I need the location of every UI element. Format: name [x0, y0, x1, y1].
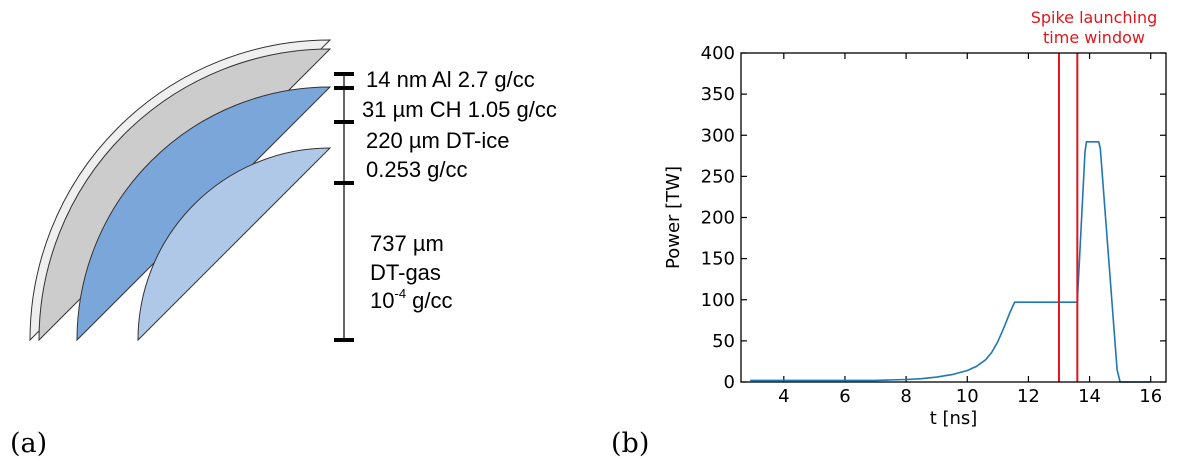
power-series-line — [750, 141, 1151, 383]
ch-layer-label: 31 µm CH 1.05 g/cc — [362, 97, 557, 122]
y-tick-label: 300 — [701, 125, 735, 146]
y-tick-label: 0 — [724, 372, 735, 393]
dt-gas-core — [137, 147, 332, 342]
x-tick-label: 10 — [956, 386, 979, 407]
x-tick-label: 12 — [1017, 386, 1040, 407]
y-tick-label: 350 — [701, 84, 735, 105]
y-tick-label: 100 — [701, 290, 735, 311]
panel-b-label: (b) — [611, 428, 649, 459]
al-layer-label: 14 nm Al 2.7 g/cc — [366, 67, 535, 92]
panel-b: Spike launching time window 4 6 8 10 12 14 16 0… — [611, 8, 1167, 459]
x-tick-label: 8 — [900, 386, 911, 407]
gas-density-base: 10 — [370, 288, 394, 313]
gas-density-unit: g/cc — [406, 288, 452, 313]
y-tick-label: 250 — [701, 166, 735, 187]
panel-a-label: (a) — [10, 428, 47, 459]
gas-density-exponent: -4 — [394, 286, 406, 301]
gas-label-line2: DT-gas — [370, 260, 441, 285]
ice-layer-label-line2: 0.253 g/cc — [366, 157, 468, 182]
plot-frame — [740, 52, 1167, 383]
x-tick-label: 4 — [778, 386, 789, 407]
y-tick-label: 150 — [701, 249, 735, 270]
panel-a: 14 nm Al 2.7 g/cc 31 µm CH 1.05 g/cc 220… — [10, 39, 557, 459]
gas-label-line1: 737 µm — [370, 231, 444, 256]
window-annotation-line1: Spike launching — [1031, 8, 1158, 27]
y-tick-label: 50 — [712, 331, 735, 352]
x-tick-label: 14 — [1078, 386, 1101, 407]
x-tick-label: 6 — [839, 386, 850, 407]
window-annotation-line2: time window — [1043, 28, 1145, 47]
power-chart: 4 6 8 10 12 14 16 0 50 100 150 200 250 300 350 400 t [n… — [663, 43, 1167, 429]
x-axis-label: t [ns] — [930, 408, 978, 429]
y-tick-label: 200 — [701, 208, 735, 229]
x-tick-label: 16 — [1139, 386, 1162, 407]
ice-layer-label-line1: 220 µm DT-ice — [366, 128, 510, 153]
y-axis-label: Power [TW] — [663, 166, 684, 269]
axis-ticks: 4 6 8 10 12 14 16 0 50 100 150 200 250 300 350 400 — [701, 43, 1166, 407]
y-tick-label: 400 — [701, 43, 735, 64]
gas-label-line3: 10-4 g/cc — [370, 286, 453, 313]
